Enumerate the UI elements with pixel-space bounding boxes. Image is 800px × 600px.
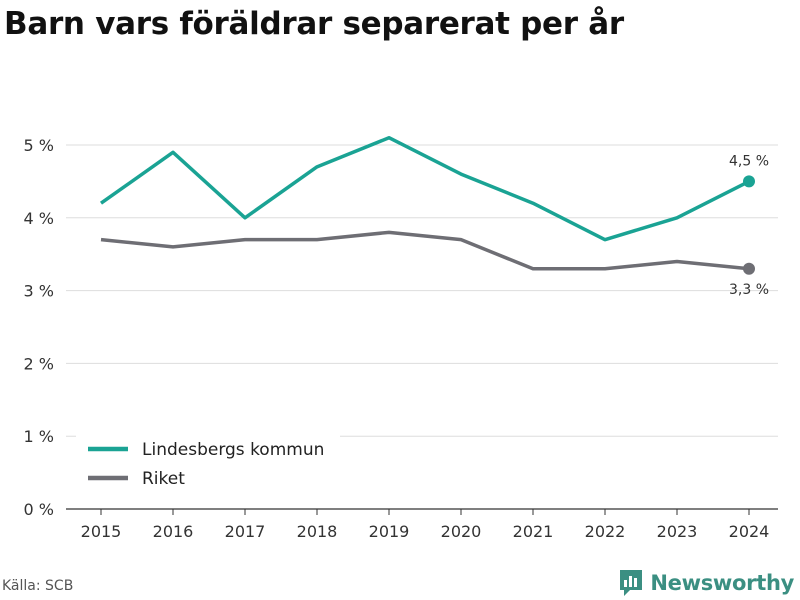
brand-logo: Newsworthy <box>618 568 794 598</box>
x-tick-label: 2024 <box>729 522 770 541</box>
x-tick-label: 2022 <box>585 522 626 541</box>
source-text: Källa: SCB <box>2 578 74 594</box>
legend-label: Riket <box>142 469 185 489</box>
legend: Lindesbergs kommun Riket <box>76 432 340 496</box>
x-tick-label: 2017 <box>225 522 266 541</box>
grid-lines <box>66 144 778 437</box>
chart-title: Barn vars föräldrar separerat per år <box>4 6 624 42</box>
x-tick-label: 2018 <box>297 522 338 541</box>
x-tick-label: 2021 <box>513 522 554 541</box>
x-tick-label: 2019 <box>369 522 410 541</box>
x-tick-label: 2020 <box>441 522 482 541</box>
x-tick-label: 2023 <box>657 522 698 541</box>
y-tick-label: 1 % <box>24 427 54 446</box>
series-end-label: 3,3 % <box>729 282 769 298</box>
brand-name: Newsworthy <box>650 571 794 595</box>
x-axis: 2015 2016 2017 2018 2019 2020 2021 2022 2023 2024 <box>66 508 778 541</box>
y-axis-ticks: 0 % 1 % 2 % 3 % 4 % 5 % <box>24 136 54 519</box>
y-tick-label: 3 % <box>24 282 54 301</box>
legend-background <box>76 432 340 496</box>
series-end-label: 4,5 % <box>729 153 769 169</box>
legend-label: Lindesbergs kommun <box>142 440 324 460</box>
y-tick-label: 4 % <box>24 209 54 228</box>
newsworthy-logo-icon <box>620 570 643 596</box>
x-tick-label: 2015 <box>81 522 122 541</box>
y-tick-label: 0 % <box>24 500 54 519</box>
x-tick-label: 2016 <box>153 522 194 541</box>
y-tick-label: 2 % <box>24 354 54 373</box>
series-line-2 <box>100 230 750 271</box>
series-lines: 4,5 % 3,3 % <box>99 135 769 298</box>
series-end-point <box>743 175 755 188</box>
y-tick-label: 5 % <box>24 136 54 155</box>
series-line-1 <box>99 135 750 242</box>
series-end-point <box>743 262 755 275</box>
